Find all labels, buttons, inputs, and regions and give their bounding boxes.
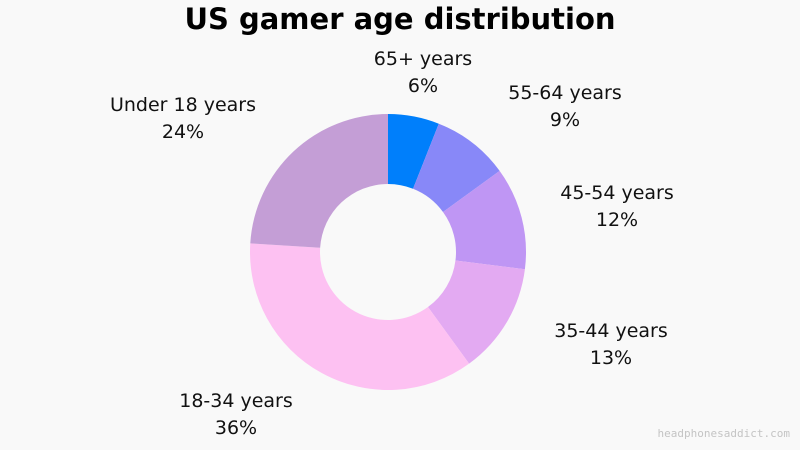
slice-value: 9% [549, 109, 581, 131]
slice-label-35-44: 35-44 years 13% [554, 318, 668, 372]
chart-title: US gamer age distribution [184, 2, 616, 36]
donut-slice-4 [250, 243, 470, 391]
slice-name: 35-44 years [554, 320, 668, 342]
slice-value: 24% [161, 121, 205, 143]
watermark: headphonesaddict.com [657, 427, 790, 440]
slice-value: 12% [595, 209, 639, 231]
slice-name: 65+ years [373, 48, 473, 70]
slice-label-under-18: Under 18 years 24% [110, 92, 256, 146]
slice-label-55-64: 55-64 years 9% [508, 80, 622, 134]
donut-slice-1 [413, 123, 500, 213]
slice-name: 45-54 years [560, 182, 674, 204]
slice-label-65plus: 65+ years 6% [374, 46, 472, 100]
slice-label-18-34: 18-34 years 36% [179, 388, 293, 442]
slice-value: 13% [589, 347, 633, 369]
donut-slice-0 [388, 114, 439, 189]
slice-name: 55-64 years [508, 82, 622, 104]
donut-slice-2 [443, 170, 526, 270]
slice-name: 18-34 years [179, 390, 293, 412]
slice-name: Under 18 years [109, 94, 257, 116]
slice-label-45-54: 45-54 years 12% [560, 180, 674, 234]
slice-value: 36% [214, 417, 258, 439]
donut-slice-5 [250, 114, 388, 248]
donut-slice-3 [427, 260, 525, 364]
slice-value: 6% [407, 75, 439, 97]
